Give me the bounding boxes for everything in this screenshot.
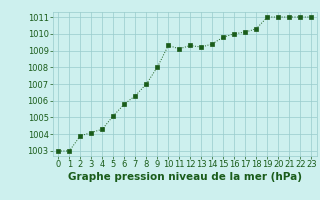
X-axis label: Graphe pression niveau de la mer (hPa): Graphe pression niveau de la mer (hPa) xyxy=(68,172,302,182)
